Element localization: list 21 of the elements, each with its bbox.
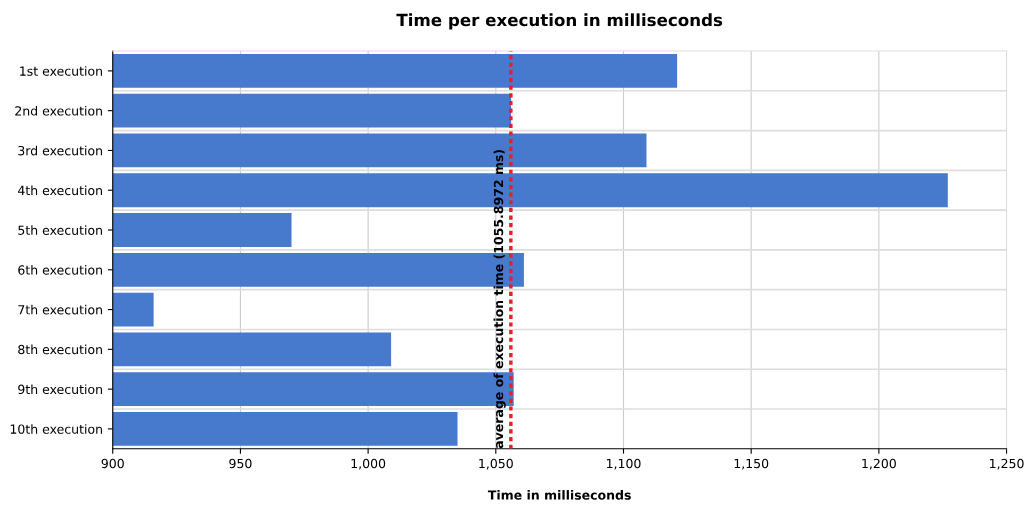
y-tick-label: 8th execution <box>18 344 102 355</box>
y-tick-label: 1st execution <box>20 66 102 76</box>
y-tick-label: 5th execution <box>18 225 102 235</box>
x-tick-label: 1,100 <box>606 458 641 470</box>
x-tick-label: 1,250 <box>990 458 1024 470</box>
x-tick-label: 1,150 <box>734 458 769 470</box>
x-tick-label: 1,000 <box>351 458 386 470</box>
y-tick-label: 2nd execution <box>15 105 102 116</box>
y-tick-label: 7th execution <box>18 304 102 315</box>
ref-line-label: average of execution time (1055.8972 ms) <box>493 149 506 449</box>
x-tick-label: 1,200 <box>862 458 896 470</box>
y-tick-label: 10th execution <box>10 424 102 434</box>
y-tick-label: 4th execution <box>17 185 102 196</box>
chart-title: Time per execution in milliseconds <box>396 13 723 30</box>
y-tick-label: 3rd execution <box>18 145 102 156</box>
y-tick-label: 9th execution <box>18 384 102 395</box>
y-tick-label: 6th execution <box>18 265 102 275</box>
x-tick-label: 900 <box>101 458 124 469</box>
x-axis-title: Time in milliseconds <box>487 490 631 500</box>
x-tick-label: 950 <box>229 458 252 469</box>
x-tick-label: 1,050 <box>479 458 513 470</box>
